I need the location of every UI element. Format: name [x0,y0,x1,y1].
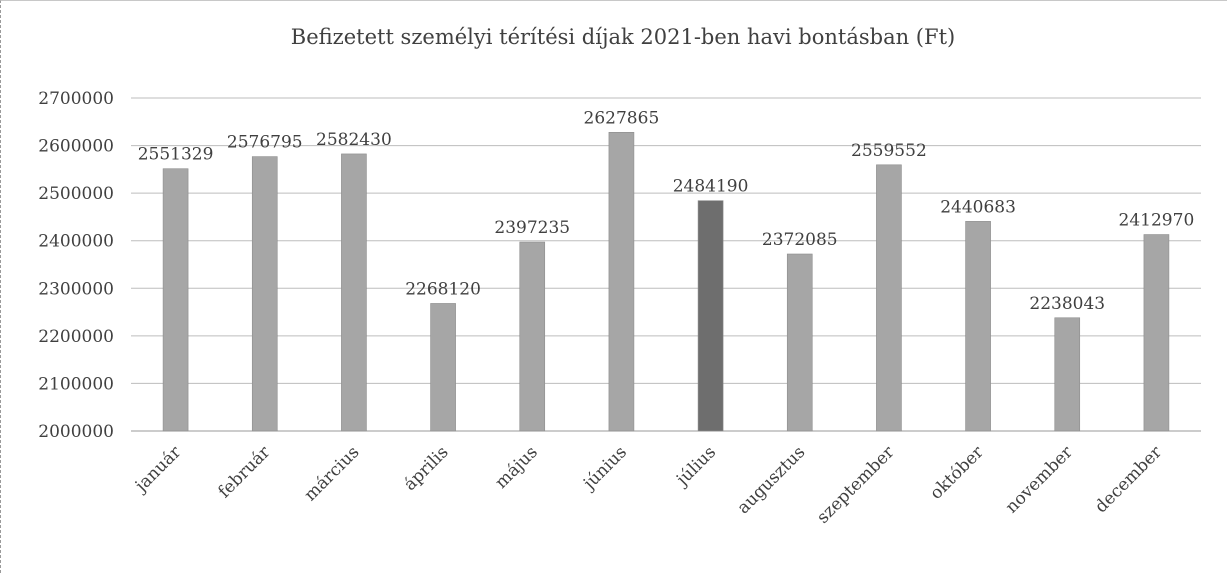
bar [608,132,635,432]
data-label: 2576795 [227,133,303,153]
bar [430,303,456,432]
y-tick-label: 2500000 [38,184,114,204]
x-tick-label: november [1002,442,1078,518]
x-tick-label: szeptember [813,442,899,528]
x-tick-label: augusztus [734,442,810,518]
x-tick-label: február [214,442,274,502]
bar [697,200,724,432]
bar [1143,234,1170,432]
y-axis-ticks: 2000000 2100000 2200000 2300000 2400000 25000… [38,89,114,442]
x-tick-label: július [671,442,720,491]
y-tick-label: 2700000 [38,89,114,109]
bar [251,156,278,432]
y-tick-label: 2000000 [38,422,114,442]
data-label: 2372085 [762,230,838,250]
data-labels: 2551329 2576795 2582430 2268120 2397235 26278… [138,108,1195,313]
data-label: 2268120 [405,279,481,299]
bar [162,168,189,432]
x-tick-label: december [1091,442,1166,517]
x-axis-ticks: január február március április május június jú… [130,442,1166,528]
bar [341,153,367,432]
data-label: 2582430 [316,130,392,150]
bar [519,241,546,432]
y-tick-label: 2300000 [38,279,114,299]
y-tick-label: 2600000 [38,137,114,157]
bar [1054,317,1081,432]
y-tick-label: 2200000 [38,327,114,347]
chart-title: Befizetett személyi térítési díjak 2021-… [291,25,955,49]
data-label: 2551329 [138,145,214,165]
data-label: 2440683 [940,197,1016,217]
y-tick-label: 2100000 [38,374,114,394]
data-label: 2397235 [494,218,570,238]
x-tick-label: január [130,442,185,497]
data-label: 2627865 [584,108,660,128]
x-tick-label: május [491,442,541,492]
data-label: 2559552 [851,141,927,161]
gridlines [131,97,1201,432]
data-label: 2412970 [1119,211,1195,231]
bar [876,164,902,432]
x-tick-label: április [400,442,452,494]
data-label: 2238043 [1029,294,1105,314]
x-tick-label: március [301,442,364,505]
y-tick-label: 2400000 [38,232,114,252]
data-label: 2484190 [673,177,749,197]
x-tick-label: október [926,442,988,504]
bar [786,253,813,432]
x-tick-label: június [578,442,631,495]
bars [162,132,1170,432]
bar [965,221,991,432]
